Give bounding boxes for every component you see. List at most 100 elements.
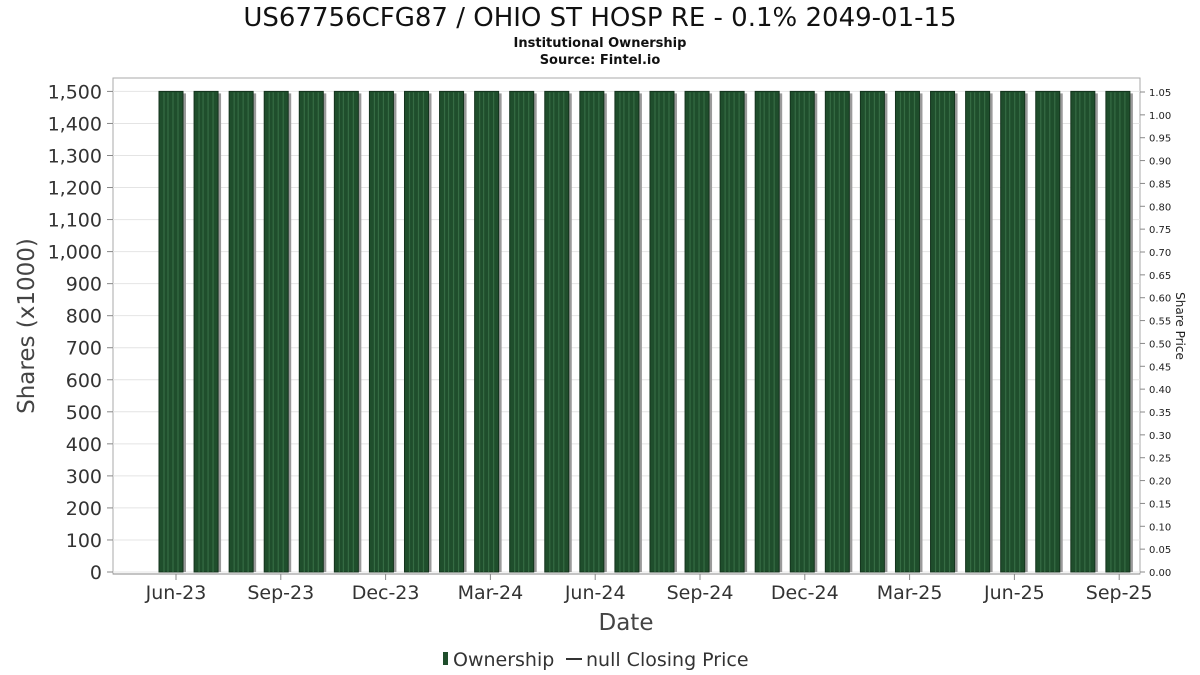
bar-body — [439, 90, 465, 573]
y2-tick-label: 0.35 — [1149, 408, 1171, 419]
bar-body — [193, 90, 219, 573]
ownership-bar — [263, 90, 292, 573]
ownership-bar — [509, 90, 537, 573]
bar-body — [1000, 90, 1026, 573]
x-tick-label: Mar-24 — [458, 582, 524, 604]
x-axis-label: Date — [599, 610, 654, 636]
ownership-bar — [333, 90, 362, 573]
ownership-bar — [684, 90, 713, 573]
y-tick-label: 600 — [66, 370, 102, 392]
x-tick-label: Jun-23 — [145, 582, 207, 604]
bar-body — [754, 90, 780, 573]
y2-tick-label: 0.00 — [1149, 568, 1171, 579]
ownership-bar — [614, 90, 642, 573]
bar-body — [684, 90, 710, 573]
bar-body — [614, 90, 640, 573]
chart-title: US67756CFG87 / OHIO ST HOSP RE - 0.1% 20… — [243, 3, 956, 33]
x-tick-label: Sep-24 — [667, 582, 734, 604]
bar-body — [859, 90, 885, 573]
ownership-bar — [1000, 90, 1028, 573]
y2-tick-label: 0.90 — [1149, 157, 1171, 168]
bar-body — [368, 90, 394, 573]
y2-tick-label: 0.80 — [1149, 202, 1171, 213]
y2-tick-label: 0.60 — [1149, 294, 1171, 305]
y-tick-label: 1,300 — [48, 145, 102, 167]
chart-subtitle-1: Institutional Ownership — [514, 36, 687, 51]
x-tick-label: Sep-23 — [247, 582, 314, 604]
bar-body — [298, 90, 324, 573]
ownership-bars — [158, 90, 1133, 573]
bar-body — [1035, 90, 1061, 573]
y-tick-label: 1,500 — [48, 81, 102, 103]
y-tick-label: 200 — [66, 498, 102, 520]
y2-tick-label: 0.85 — [1149, 179, 1171, 190]
y-tick-label: 500 — [66, 402, 102, 424]
bar-body — [649, 90, 675, 573]
ownership-bar — [930, 90, 958, 573]
y2-tick-label: 1.05 — [1149, 88, 1171, 99]
bar-body — [403, 90, 429, 573]
y-tick-label: 900 — [66, 274, 102, 296]
ownership-bar — [544, 90, 572, 573]
ownership-bar — [1035, 90, 1063, 573]
y-tick-label: 300 — [66, 466, 102, 488]
y-axis-label: Shares (x1000) — [14, 238, 40, 414]
legend-price-label: null Closing Price — [586, 649, 749, 671]
ownership-bar — [158, 90, 186, 573]
y-tick-label: 800 — [66, 306, 102, 328]
bar-body — [894, 90, 920, 573]
ownership-bar — [719, 90, 748, 573]
ownership-bar — [894, 90, 923, 573]
x-tick-label: Jun-25 — [983, 582, 1045, 604]
ownership-bar — [439, 90, 467, 573]
x-tick-label: Dec-24 — [771, 582, 839, 604]
y2-tick-label: 0.25 — [1149, 454, 1171, 465]
ownership-bar — [789, 90, 818, 573]
x-tick-label: Jun-24 — [564, 582, 626, 604]
bar-body — [333, 90, 359, 573]
bar-body — [789, 90, 815, 573]
bar-body — [1070, 90, 1096, 573]
bar-body — [228, 90, 254, 573]
y-tick-label: 400 — [66, 434, 102, 456]
bar-body — [544, 90, 570, 573]
y-tick-label: 1,000 — [48, 242, 102, 264]
ownership-bar — [368, 90, 397, 573]
bar-body — [579, 90, 605, 573]
ownership-bar — [1070, 90, 1098, 573]
ownership-bar — [298, 90, 327, 573]
y-axis-right-ticks: 0.00 0.05 0.10 0.15 0.20 0.25 0.30 0.35 0.40 0.45… — [1140, 88, 1171, 579]
ownership-bar — [754, 90, 783, 573]
y2-tick-label: 0.30 — [1149, 431, 1171, 442]
y2-tick-label: 0.65 — [1149, 271, 1171, 282]
ownership-bar — [859, 90, 888, 573]
y2-tick-label: 0.15 — [1149, 499, 1171, 510]
legend-ownership-swatch — [443, 652, 448, 665]
ownership-bar — [193, 90, 222, 573]
y2-tick-label: 0.05 — [1149, 545, 1171, 556]
y-tick-label: 1,400 — [48, 113, 102, 135]
bar-body — [1105, 90, 1131, 573]
y2-tick-label: 0.40 — [1149, 385, 1171, 396]
ownership-bar — [579, 90, 607, 573]
x-axis-ticks: Jun-23 Sep-23 Dec-23 Mar-24 Jun-24 Sep-24 Dec-… — [113, 573, 1153, 604]
y2-tick-label: 0.20 — [1149, 477, 1171, 488]
bar-body — [263, 90, 289, 573]
ownership-bar — [403, 90, 432, 573]
bar-body — [965, 90, 991, 573]
y2-tick-label: 0.55 — [1149, 317, 1171, 328]
bar-body — [930, 90, 956, 573]
y2-tick-label: 0.95 — [1149, 134, 1171, 145]
y2-tick-label: 0.10 — [1149, 522, 1171, 533]
y2-tick-label: 0.75 — [1149, 225, 1171, 236]
legend-ownership-label: Ownership — [453, 649, 554, 671]
x-tick-label: Mar-25 — [877, 582, 943, 604]
ownership-bar — [1105, 90, 1133, 573]
ownership-bar — [965, 90, 993, 573]
y-tick-label: 1,200 — [48, 178, 102, 200]
bar-body — [158, 90, 184, 573]
bar-body — [509, 90, 535, 573]
y2-tick-label: 1.00 — [1149, 111, 1171, 122]
y-tick-label: 700 — [66, 338, 102, 360]
